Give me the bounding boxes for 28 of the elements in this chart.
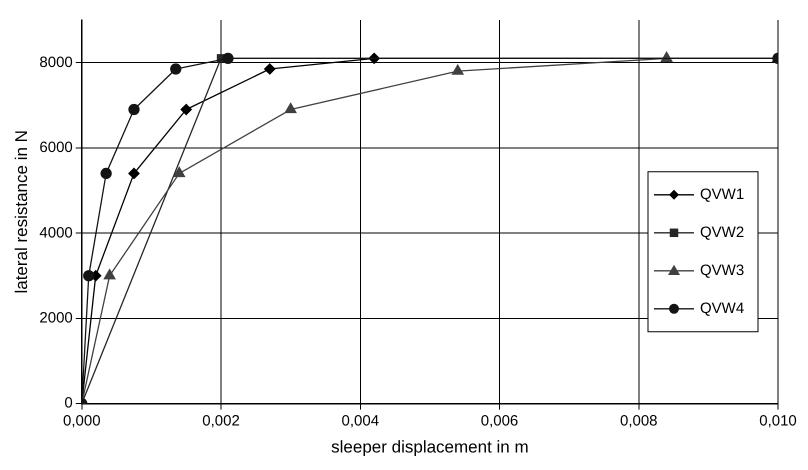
legend-label: QVW3: [700, 262, 744, 279]
point: [173, 166, 186, 178]
x-tick-label: 0,006: [480, 412, 518, 430]
legend-label: QVW4: [700, 300, 744, 317]
point: [170, 63, 182, 75]
y-axis-title: lateral resistance in N: [12, 130, 31, 294]
x-tick-label: 0,010: [759, 412, 797, 430]
point: [180, 104, 192, 116]
y-tick-label: 2000: [39, 309, 73, 326]
x-tick-label: 0,004: [341, 412, 380, 430]
point: [284, 102, 296, 114]
point: [128, 168, 140, 180]
legend-label: QVW1: [700, 186, 744, 203]
point: [100, 168, 112, 180]
y-tick-label: 6000: [39, 139, 73, 156]
point: [222, 52, 234, 64]
y-tick-label: 8000: [39, 54, 73, 71]
point: [104, 269, 116, 280]
point: [128, 104, 140, 116]
x-tick-label: 0,000: [62, 412, 101, 430]
y-tick-label: 4000: [39, 224, 73, 242]
x-axis-title: sleeper displacement in m: [331, 437, 529, 456]
x-tick-label: 0,008: [620, 412, 658, 430]
point: [83, 270, 94, 282]
legend-label: QVW2: [700, 224, 744, 241]
y-tick-label: 0: [64, 394, 73, 412]
point: [264, 63, 276, 75]
x-tick-label: 0,002: [202, 412, 240, 430]
